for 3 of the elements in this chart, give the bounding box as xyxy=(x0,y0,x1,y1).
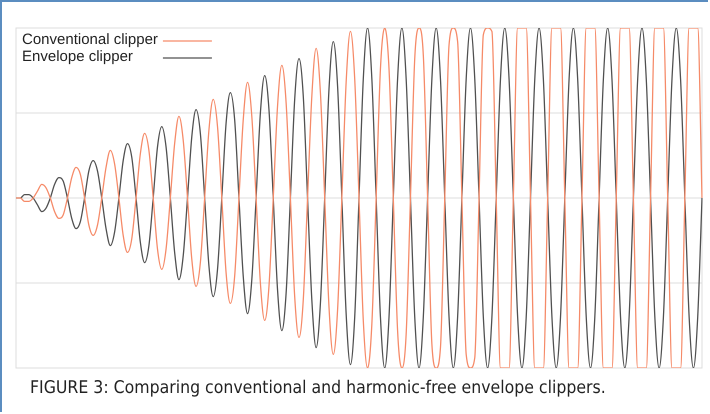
caption: FIGURE 3: Comparing conventional and harmonic-free envelope clippers. xyxy=(30,378,606,398)
legend-label: Conventional clipper xyxy=(22,31,158,48)
legend-label: Envelope clipper xyxy=(22,48,133,66)
